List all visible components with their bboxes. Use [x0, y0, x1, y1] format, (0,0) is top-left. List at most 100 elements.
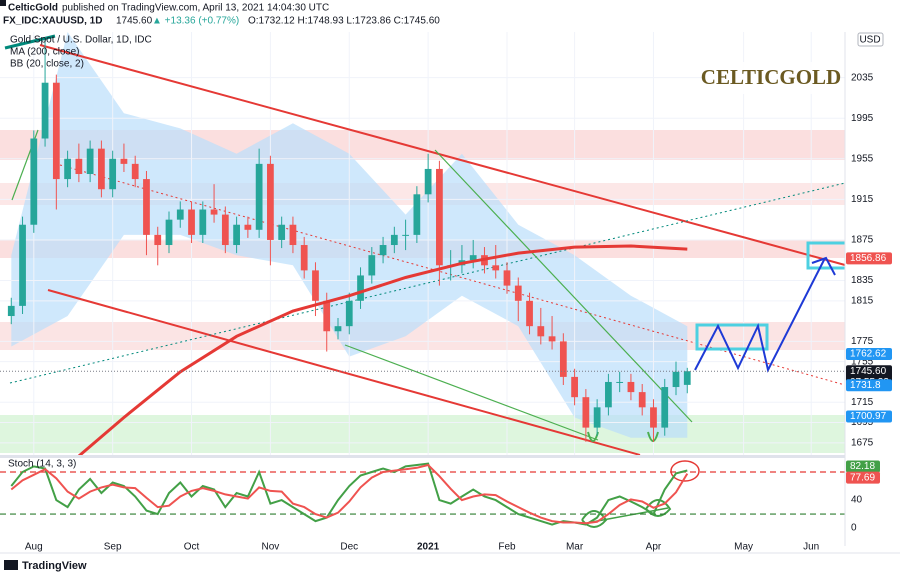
change: ▲ +13.36 (+0.77%): [152, 16, 239, 27]
price-label-text: 1762.62: [850, 349, 887, 360]
stoch-pane: [0, 460, 849, 529]
candle-body: [436, 168, 443, 266]
candle-body: [233, 224, 240, 246]
candle-body: [75, 158, 83, 175]
stoch-band: [0, 472, 845, 515]
candle-body: [514, 285, 522, 301]
candle-body: [41, 82, 49, 139]
x-tick-label: Aug: [25, 542, 43, 553]
resistance-zone: [0, 322, 845, 350]
candle-body: [154, 234, 162, 246]
candle-body: [210, 209, 218, 215]
y-tick-label: 2035: [851, 72, 874, 83]
candle-body: [289, 224, 297, 246]
projection: [811, 256, 836, 276]
x-tick-label: Nov: [262, 542, 280, 553]
footer-icon: [4, 560, 18, 570]
y-tick-label: 1775: [851, 336, 874, 347]
price-label: [846, 379, 892, 392]
price-label: [846, 347, 892, 360]
candle-body: [176, 209, 184, 220]
x-tick-label: Sep: [104, 542, 122, 553]
x-tick-label: Dec: [340, 542, 358, 553]
candle-body: [661, 387, 669, 428]
stoch-marker: [670, 460, 700, 482]
candle-body: [255, 163, 263, 230]
candle-body: [244, 224, 252, 230]
x-tick-label: 2021: [417, 542, 440, 553]
legend-ma: MA (200, close): [10, 47, 79, 58]
logo-bg: [703, 62, 839, 94]
price-label-text: 1856.86: [850, 253, 887, 264]
y-tick-label: 0: [851, 523, 857, 534]
candle-body: [593, 407, 601, 428]
candle-body: [19, 224, 26, 306]
candle-body: [64, 158, 71, 180]
y-tick-label: 1755: [851, 356, 874, 367]
x-tick-label: Feb: [498, 542, 516, 553]
trend-line: [47, 289, 641, 456]
price-axis: [845, 32, 900, 546]
candle-body: [526, 300, 533, 327]
y-tick-label: 1695: [851, 417, 874, 428]
candle-body: [582, 397, 590, 428]
candle-body: [52, 82, 60, 180]
candles: [0, 37, 845, 458]
ma-line: [77, 244, 688, 458]
trend-line: [9, 182, 846, 384]
tv-icon: [0, 0, 6, 6]
ohlc: O:1732.12 H:1748.93 L:1723.86 C:1745.60: [248, 16, 440, 27]
candle-body: [199, 209, 207, 235]
candle-body: [390, 234, 398, 246]
candle-body: [638, 392, 646, 408]
axis-unit: USD: [859, 35, 880, 46]
candle-body: [627, 381, 635, 393]
y-tick-label: 1995: [851, 113, 874, 124]
y-tick-label: 1875: [851, 235, 874, 246]
candle-body: [278, 224, 286, 240]
stoch-line: [10, 463, 689, 525]
price-label-text: 1700.97: [850, 411, 887, 422]
y-tick-label: 1715: [851, 397, 874, 408]
target-box: [695, 323, 769, 351]
candle-body: [188, 209, 195, 235]
candle-body: [345, 300, 353, 327]
price-label-text: 1745.60: [850, 366, 887, 377]
y-tick-label: 1955: [851, 153, 874, 164]
candle-body: [492, 265, 500, 271]
axis-labels: 2035 1995 1955 1915 1875 1835 1815 1775 1755 1715…: [25, 72, 892, 553]
y-tick-label: 1675: [851, 437, 874, 448]
header: CelticGold published on TradingView.com,…: [0, 0, 440, 27]
publisher: CelticGold: [8, 3, 58, 14]
legend-title: Gold Spot / U.S. Dollar, 1D, IDC: [10, 35, 152, 46]
candle-body: [469, 255, 477, 261]
candle-body: [672, 371, 680, 388]
logo: CELTICGOLD: [701, 62, 841, 94]
trend-line: [434, 149, 693, 423]
unit-box: [857, 32, 884, 47]
candle-body: [616, 381, 624, 383]
candle-body: [402, 234, 409, 236]
y-tick-label: 1815: [851, 295, 874, 306]
stoch-title: Stoch (14, 3, 3): [8, 459, 76, 470]
main-plot: [0, 32, 845, 455]
price-label: [846, 252, 892, 265]
candle-body: [650, 407, 657, 428]
candle-body: [413, 194, 421, 235]
logo-text: CELTICGOLD: [701, 65, 841, 89]
candle-body: [379, 245, 387, 256]
value-label: [846, 471, 880, 484]
trend-line: [39, 44, 846, 266]
candle-body: [30, 138, 38, 225]
x-tick-label: Mar: [566, 542, 584, 553]
candle-body: [424, 168, 432, 195]
candle-body: [120, 158, 128, 164]
candle-body: [334, 326, 342, 332]
value-label-text: 82.18: [850, 461, 875, 472]
legend-bb: BB (20, close, 2): [10, 59, 84, 70]
annotations: [4, 34, 875, 456]
pane-divider: [0, 455, 845, 458]
x-tick-label: May: [734, 542, 753, 553]
value-label: [846, 460, 880, 473]
